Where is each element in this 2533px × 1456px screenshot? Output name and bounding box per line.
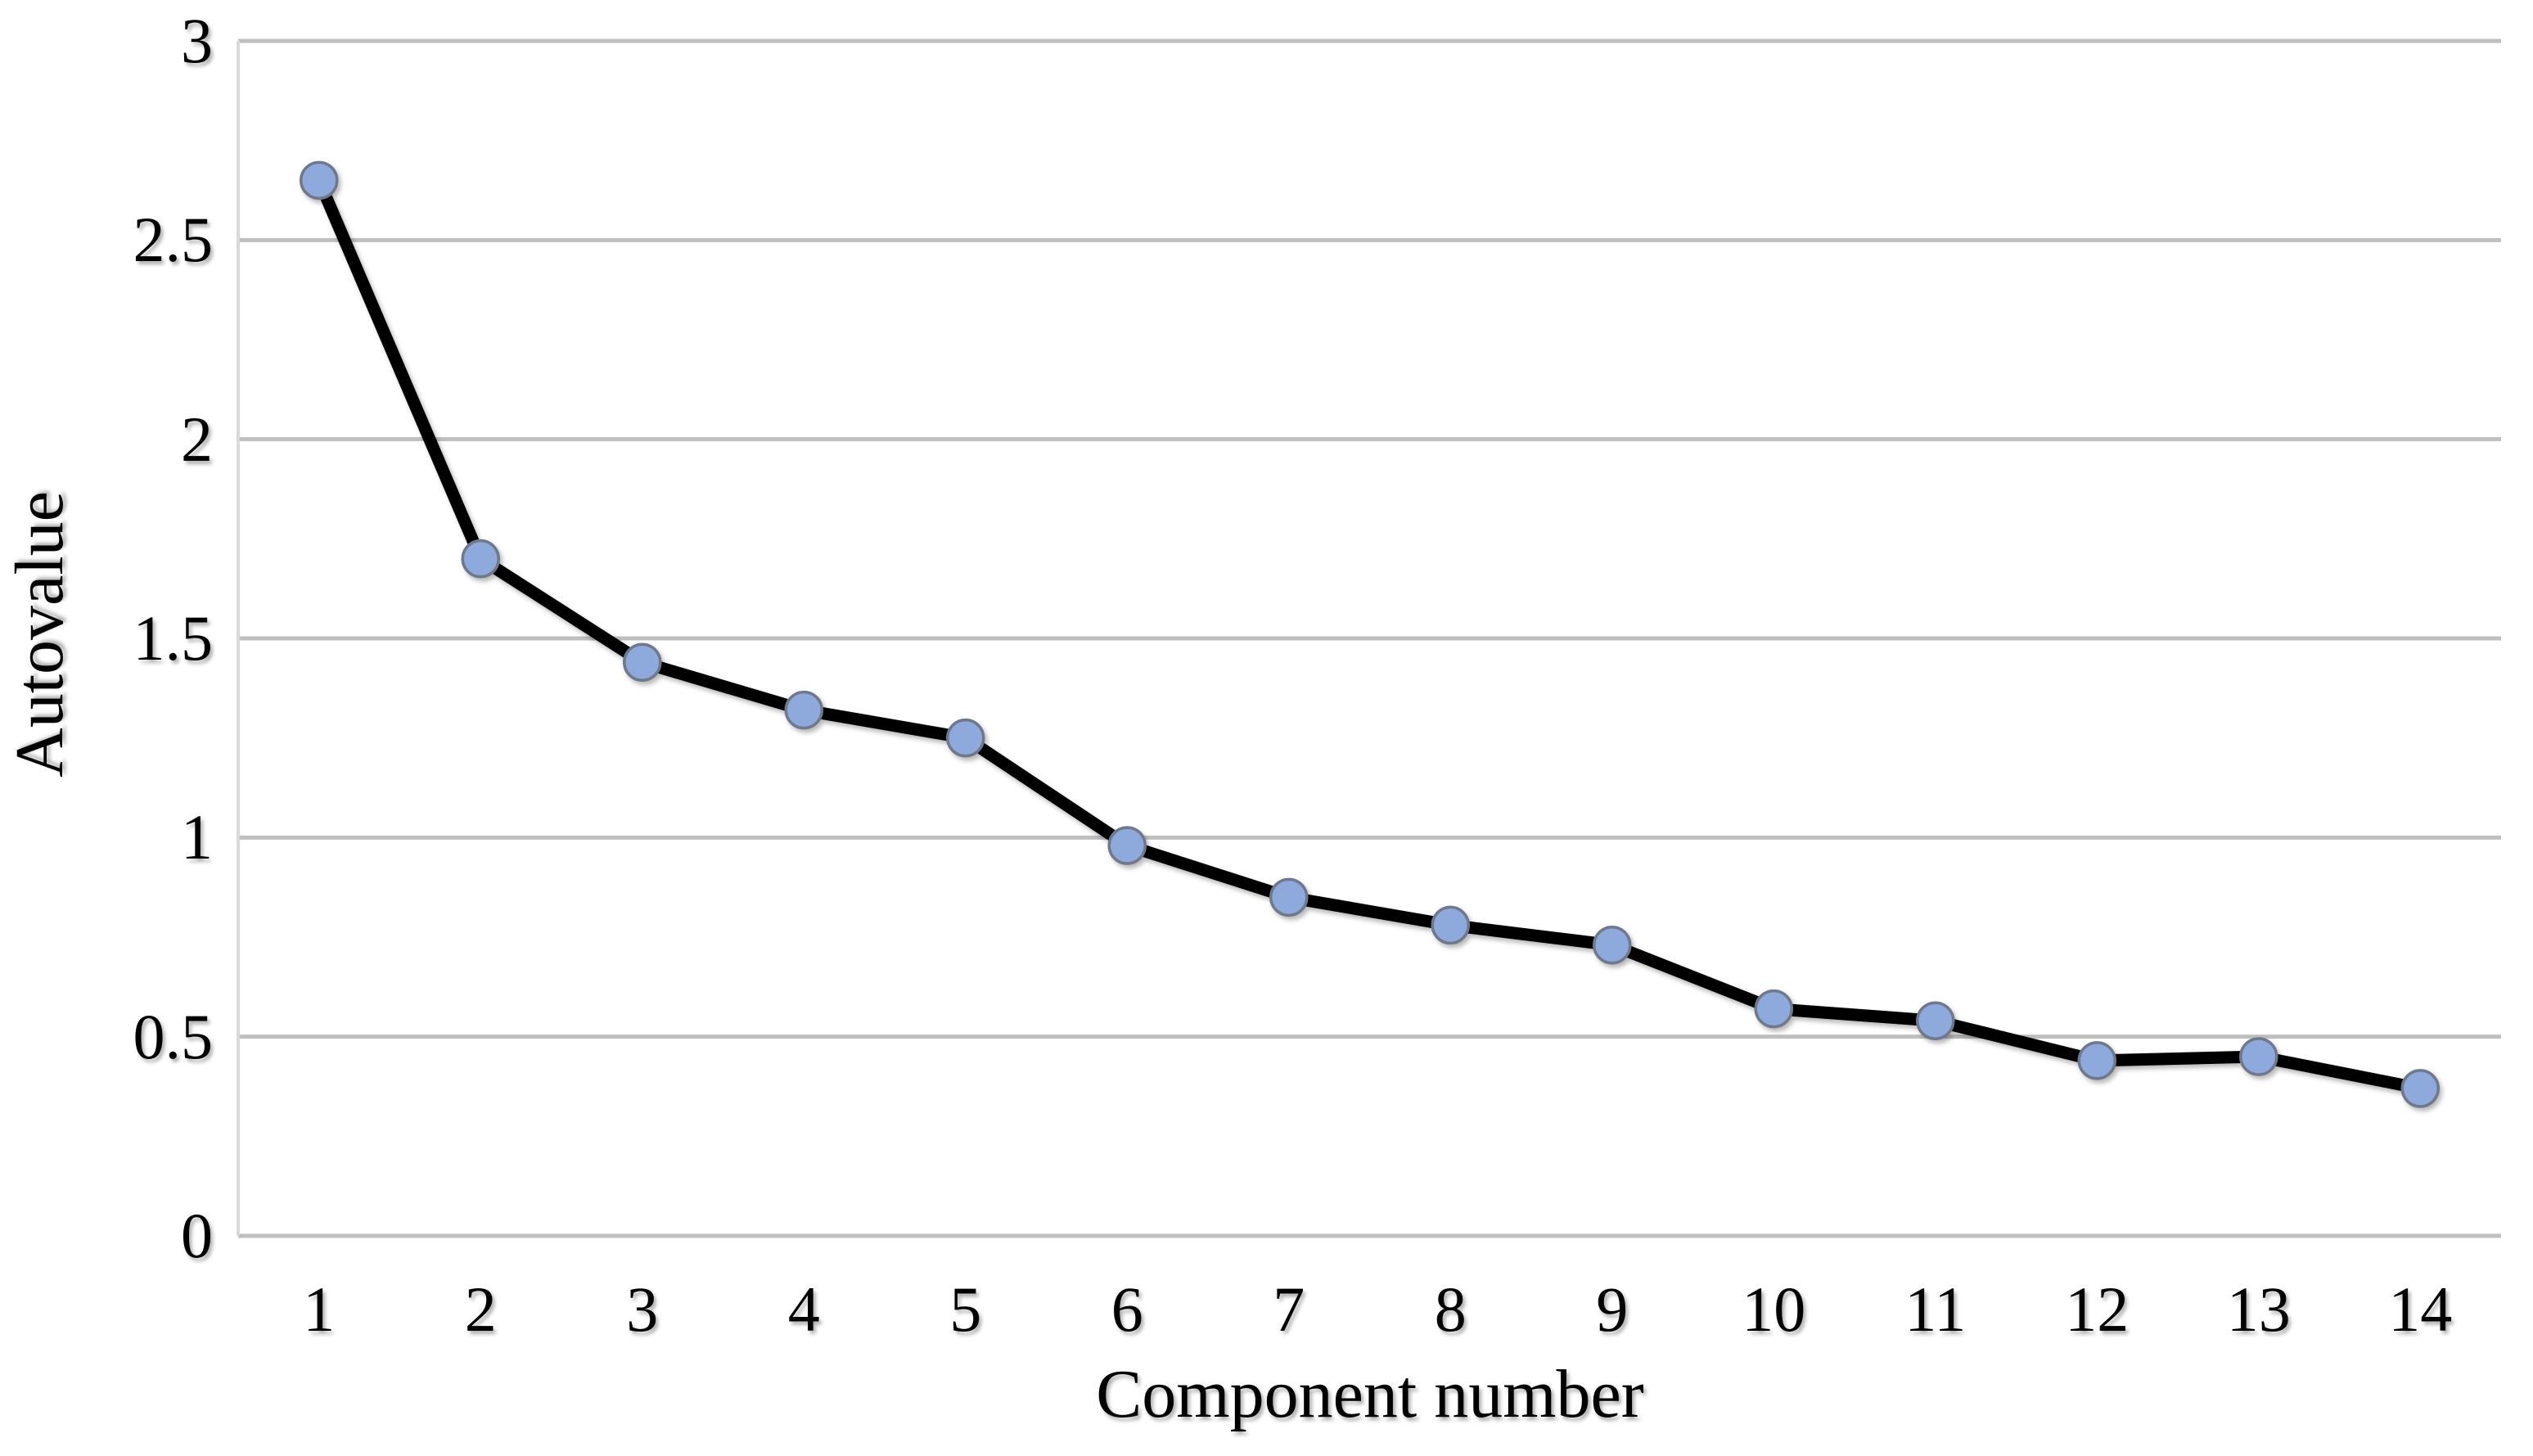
data-point-marker — [2239, 1037, 2278, 1076]
autovalue-series — [300, 160, 2440, 1108]
x-tick-label: 1 — [303, 1273, 336, 1345]
data-point-marker — [2077, 1041, 2116, 1080]
data-point-marker — [461, 539, 500, 579]
y-tick-label: 2.5 — [133, 204, 214, 276]
data-point-marker — [300, 160, 339, 201]
x-tick-label: 4 — [787, 1273, 820, 1345]
x-tick-label: 11 — [1904, 1273, 1967, 1345]
x-tick-label: 13 — [2226, 1273, 2291, 1345]
x-tick-label: 3 — [626, 1273, 659, 1345]
y-tick-label: 1 — [181, 801, 213, 873]
data-point-marker — [1431, 905, 1470, 945]
x-tick-label: 14 — [2388, 1273, 2453, 1345]
data-point-marker — [946, 718, 985, 758]
x-tick-label: 6 — [1111, 1273, 1143, 1345]
y-tick-label: 0.5 — [133, 1000, 214, 1072]
x-tick-label: 5 — [949, 1273, 982, 1345]
y-tick-label: 1.5 — [133, 602, 214, 674]
x-tick-label: 10 — [1742, 1273, 1806, 1345]
y-tick-label: 3 — [181, 5, 213, 76]
data-point-marker — [1916, 1001, 1955, 1040]
data-point-marker — [784, 690, 823, 730]
x-tick-label: 2 — [464, 1273, 497, 1345]
data-point-marker — [1107, 826, 1147, 865]
series-line — [313, 174, 2427, 1095]
y-tick-label: 0 — [181, 1200, 213, 1271]
data-point-marker — [1754, 989, 1793, 1029]
data-point-marker — [623, 642, 662, 682]
x-tick-label: 9 — [1596, 1273, 1629, 1345]
data-point-marker — [2400, 1069, 2440, 1108]
x-tick-label: 8 — [1434, 1273, 1467, 1345]
x-tick-label: 12 — [2065, 1273, 2130, 1345]
x-axis-title: Component number — [1096, 1356, 1644, 1432]
data-point-marker — [1269, 877, 1309, 917]
data-point-marker — [1593, 925, 1632, 965]
y-tick-label: 2 — [181, 403, 213, 475]
x-tick-label: 7 — [1273, 1273, 1305, 1345]
